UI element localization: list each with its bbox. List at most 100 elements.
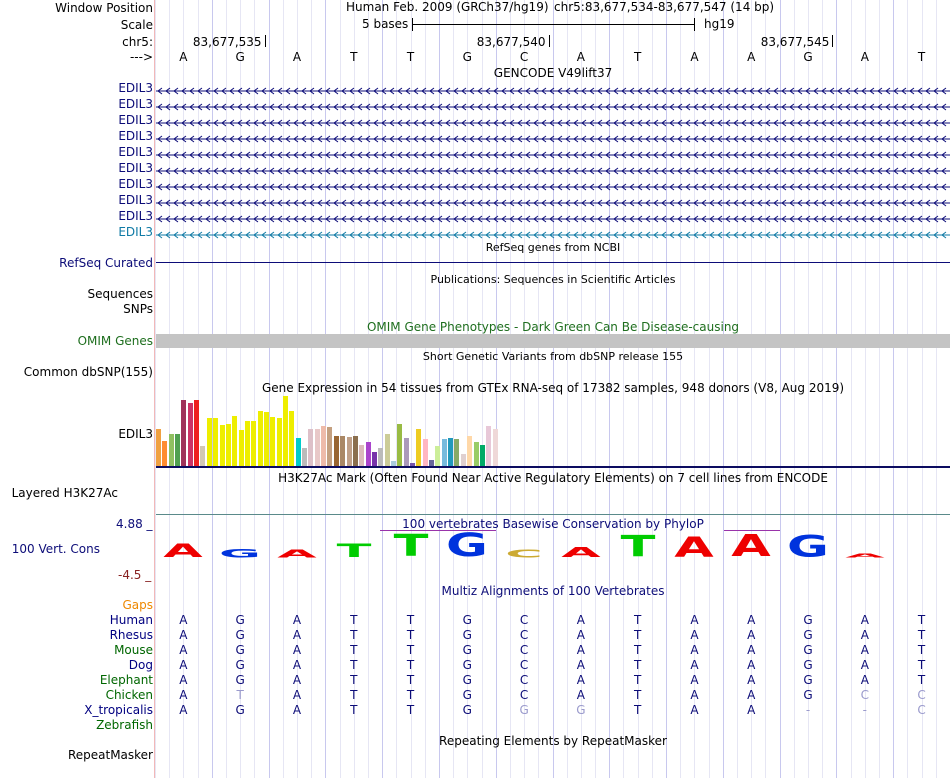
gtex-tissue-bar[interactable] xyxy=(467,436,473,466)
gtex-tissue-bar[interactable] xyxy=(454,439,460,466)
phylop-base-letter[interactable]: T xyxy=(620,529,656,564)
gtex-tissue-bar[interactable] xyxy=(340,436,346,466)
gtex-tissue-bar[interactable] xyxy=(244,421,250,466)
gtex-tissue-bar[interactable] xyxy=(365,442,371,466)
gtex-tissue-bar[interactable] xyxy=(219,425,225,466)
gtex-tissue-bar[interactable] xyxy=(295,438,301,466)
omim-feature-bar[interactable] xyxy=(156,334,950,348)
gtex-tissue-bar[interactable] xyxy=(492,429,498,466)
gtex-tissue-bar[interactable] xyxy=(257,411,263,466)
gtex-tissue-bar[interactable] xyxy=(225,424,231,466)
gencode-transcript[interactable] xyxy=(156,116,950,127)
gtex-tissue-bar[interactable] xyxy=(403,438,409,466)
refseq-label[interactable]: RefSeq Curated xyxy=(59,256,153,270)
gtex-tissue-bar[interactable] xyxy=(270,417,276,466)
gtex-tissue-bar[interactable] xyxy=(276,418,282,466)
multiz-species-label[interactable]: Mouse xyxy=(114,643,153,657)
gtex-gene-label[interactable]: EDIL3 xyxy=(118,427,153,441)
omim-label[interactable]: OMIM Genes xyxy=(77,334,153,348)
gtex-tissue-bar[interactable] xyxy=(232,416,238,466)
gencode-transcript[interactable] xyxy=(156,100,950,111)
gtex-tissue-bar[interactable] xyxy=(200,446,206,466)
gencode-gene-label[interactable]: EDIL3 xyxy=(118,97,153,111)
gtex-tissue-bar[interactable] xyxy=(302,448,308,466)
gencode-gene-label[interactable]: EDIL3 xyxy=(118,209,153,223)
multiz-species-label[interactable]: Chicken xyxy=(105,688,153,702)
gencode-gene-label[interactable]: EDIL3 xyxy=(118,129,153,143)
gencode-gene-label[interactable]: EDIL3 xyxy=(118,225,153,239)
gencode-gene-label[interactable]: EDIL3 xyxy=(118,145,153,159)
gtex-tissue-bar[interactable] xyxy=(162,441,168,466)
multiz-species-label[interactable]: X_tropicalis xyxy=(84,703,153,717)
phylop-base-letter[interactable]: A xyxy=(845,553,885,560)
refseq-gene-line[interactable] xyxy=(156,262,950,263)
gtex-tissue-bar[interactable] xyxy=(378,448,384,466)
gtex-tissue-bar[interactable] xyxy=(181,400,187,466)
gencode-transcript[interactable] xyxy=(156,132,950,143)
gtex-tissue-bar[interactable] xyxy=(175,434,181,466)
multiz-species-label[interactable]: Dog xyxy=(128,658,153,672)
phylop-base-letter[interactable]: A xyxy=(731,528,771,565)
gtex-tissue-bar[interactable] xyxy=(460,454,466,466)
gtex-tissue-bar[interactable] xyxy=(289,411,295,466)
multiz-species-label[interactable]: Elephant xyxy=(99,673,153,687)
gtex-tissue-bar[interactable] xyxy=(448,438,454,466)
gencode-gene-label[interactable]: EDIL3 xyxy=(118,193,153,207)
gencode-transcript[interactable] xyxy=(156,212,950,223)
gtex-tissue-bar[interactable] xyxy=(194,400,200,466)
gtex-tissue-bar[interactable] xyxy=(352,436,358,466)
repeatmasker-label[interactable]: RepeatMasker xyxy=(67,748,153,762)
gtex-tissue-bar[interactable] xyxy=(479,445,485,466)
phylop-base-letter[interactable]: A xyxy=(561,544,601,561)
gtex-tissue-bar[interactable] xyxy=(314,429,320,466)
dbsnp-label[interactable]: Common dbSNP(155) xyxy=(23,365,153,379)
gtex-tissue-bar[interactable] xyxy=(283,396,288,466)
gencode-transcript[interactable] xyxy=(156,148,950,159)
gtex-tissue-bar[interactable] xyxy=(422,439,428,466)
gtex-tissue-bar[interactable] xyxy=(156,429,161,466)
multiz-species-label[interactable]: Human xyxy=(109,613,153,627)
gtex-tissue-bar[interactable] xyxy=(441,439,447,466)
gencode-transcript[interactable] xyxy=(156,228,950,239)
phylop-base-letter[interactable]: A xyxy=(674,531,715,564)
gencode-transcript[interactable] xyxy=(156,84,950,95)
multiz-gaps-label[interactable]: Gaps xyxy=(122,598,153,612)
gtex-expression-chart[interactable] xyxy=(156,396,536,466)
phylop-base-letter[interactable]: G xyxy=(787,529,829,564)
phylop-base-letter[interactable]: T xyxy=(393,528,428,565)
gtex-tissue-bar[interactable] xyxy=(168,434,174,466)
gtex-tissue-bar[interactable] xyxy=(321,426,327,466)
gencode-gene-label[interactable]: EDIL3 xyxy=(118,177,153,191)
gencode-gene-label[interactable]: EDIL3 xyxy=(118,161,153,175)
gtex-tissue-bar[interactable] xyxy=(213,418,219,466)
gtex-tissue-bar[interactable] xyxy=(416,429,422,466)
gtex-tissue-bar[interactable] xyxy=(251,421,257,466)
gtex-tissue-bar[interactable] xyxy=(346,437,352,466)
phylop-base-letter[interactable]: C xyxy=(505,548,543,561)
gtex-tissue-bar[interactable] xyxy=(486,426,492,466)
gtex-tissue-bar[interactable] xyxy=(359,445,365,466)
phylop-base-letter[interactable]: A xyxy=(163,539,204,562)
multiz-species-label[interactable]: Rhesus xyxy=(109,628,153,642)
phylop-base-letter[interactable]: A xyxy=(277,548,317,561)
gencode-gene-label[interactable]: EDIL3 xyxy=(118,113,153,127)
gtex-tissue-bar[interactable] xyxy=(263,412,269,466)
gtex-tissue-bar[interactable] xyxy=(371,452,377,466)
multiz-species-label[interactable]: Zebrafish xyxy=(96,718,153,732)
gencode-transcript[interactable] xyxy=(156,196,950,207)
phylop-base-letter[interactable]: G xyxy=(446,526,489,565)
gtex-tissue-bar[interactable] xyxy=(333,436,339,466)
publications-sequences-label[interactable]: Sequences xyxy=(87,287,153,301)
gtex-tissue-bar[interactable] xyxy=(384,434,390,466)
gtex-tissue-bar[interactable] xyxy=(410,463,415,466)
gtex-tissue-bar[interactable] xyxy=(238,430,244,466)
gtex-tissue-bar[interactable] xyxy=(206,418,212,466)
gtex-tissue-bar[interactable] xyxy=(390,461,396,466)
gtex-tissue-bar[interactable] xyxy=(429,460,435,466)
gtex-tissue-bar[interactable] xyxy=(435,446,441,466)
gencode-transcript[interactable] xyxy=(156,164,950,175)
phylop-base-letter[interactable]: G xyxy=(219,546,262,561)
gtex-tissue-bar[interactable] xyxy=(308,429,314,466)
publications-snps-label[interactable]: SNPs xyxy=(123,302,153,316)
phylop-base-letter[interactable]: T xyxy=(336,539,372,562)
